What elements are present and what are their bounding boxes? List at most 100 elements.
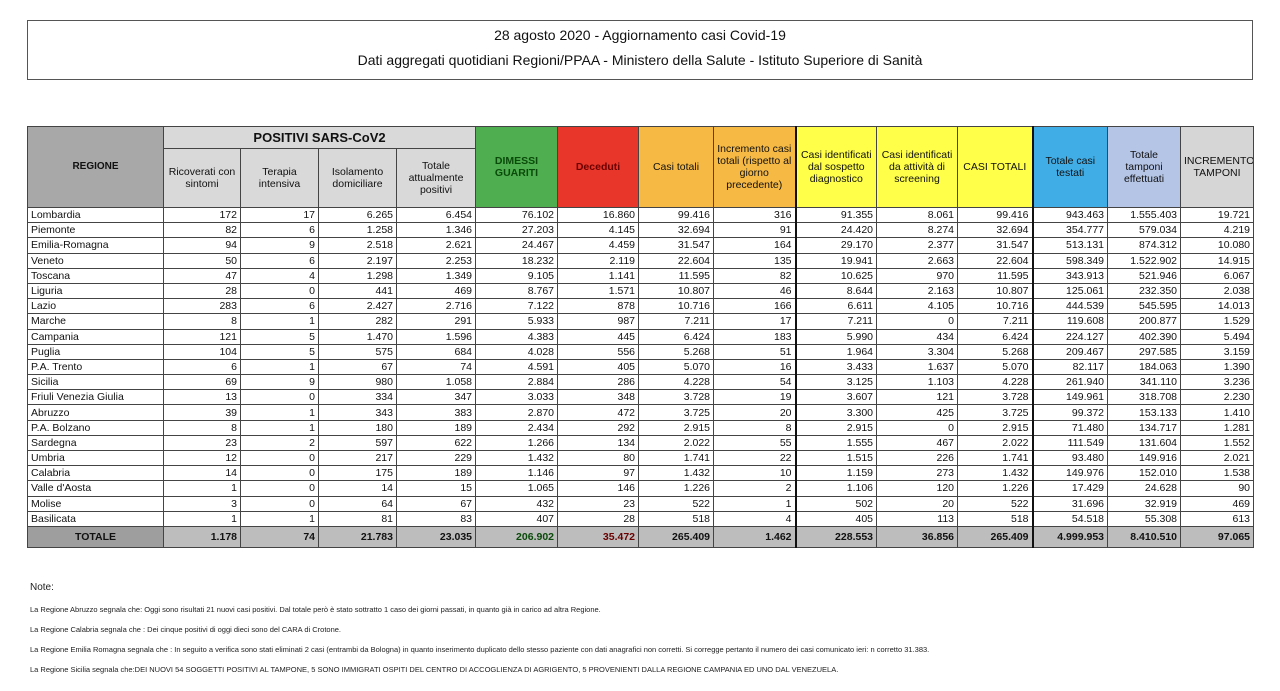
cell-totale-tamponi: 32.919 bbox=[1107, 495, 1182, 512]
cell-incremento-casi-totali: 2 bbox=[713, 480, 797, 497]
cell-casi-totali: 10.807 bbox=[638, 282, 715, 300]
cell-deceduti: 556 bbox=[557, 343, 640, 360]
cell-dimessi-guariti: 18.232 bbox=[475, 252, 559, 269]
cell-casi-totali-2: 7.211 bbox=[957, 313, 1034, 330]
cell-totale-attualmente-positivi: 1.058 bbox=[395, 374, 477, 391]
cell-casi-totali-2: 11.595 bbox=[957, 267, 1034, 284]
table-row: Emilia-Romagna 94 9 2.518 2.621 24.467 4.459 31… bbox=[27, 237, 1255, 254]
cell-ricoverati-con-sintomi: 23 bbox=[163, 434, 241, 452]
cell-regione: Piemonte bbox=[27, 222, 164, 239]
header-incremento-casi-totali: Incremento casi totali (rispetto al gior… bbox=[713, 126, 797, 208]
cell-deceduti: 472 bbox=[557, 404, 640, 421]
cell-isolamento-domiciliare: 334 bbox=[318, 389, 397, 406]
table-row: Basilicata 1 1 81 83 407 28 518 4 405 113 518 54.518… bbox=[27, 510, 1255, 527]
cell-totale-tamponi: 545.595 bbox=[1107, 298, 1182, 315]
table-row: Liguria 28 0 441 469 8.767 1.571 10.807 46 8.644 2… bbox=[27, 282, 1255, 300]
cell-deceduti: 348 bbox=[557, 389, 640, 406]
cell-isolamento-domiciliare: 175 bbox=[318, 465, 397, 482]
cell-casi-sospetto-diagnostico: 502 bbox=[794, 495, 878, 512]
total-terapia-intensiva: 74 bbox=[240, 525, 319, 548]
cell-casi-totali: 4.228 bbox=[638, 374, 715, 391]
table-row: Valle d'Aosta 1 0 14 15 1.065 146 1.226 2 1.106 12… bbox=[27, 480, 1255, 497]
cell-casi-screening: 121 bbox=[876, 389, 959, 406]
table-row: Marche 8 1 282 291 5.933 987 7.211 17 7.211 0 7.211… bbox=[27, 313, 1255, 330]
cell-totale-casi-testati: 261.940 bbox=[1031, 374, 1109, 391]
cell-dimessi-guariti: 76.102 bbox=[475, 206, 559, 224]
total-deceduti: 35.472 bbox=[557, 525, 640, 548]
cell-ricoverati-con-sintomi: 82 bbox=[163, 222, 241, 239]
cell-deceduti: 445 bbox=[557, 328, 640, 345]
cell-casi-screening: 120 bbox=[876, 480, 959, 497]
cell-casi-sospetto-diagnostico: 19.941 bbox=[794, 252, 878, 269]
cell-incremento-casi-totali: 91 bbox=[713, 222, 797, 239]
cell-totale-tamponi: 55.308 bbox=[1107, 510, 1182, 527]
report-title: 28 agosto 2020 - Aggiornamento casi Covi… bbox=[494, 27, 786, 43]
cell-ricoverati-con-sintomi: 104 bbox=[163, 343, 241, 360]
cell-regione: Basilicata bbox=[27, 510, 164, 527]
cell-totale-tamponi: 184.063 bbox=[1107, 358, 1182, 376]
cell-casi-screening: 2.377 bbox=[876, 237, 959, 254]
cell-regione: Molise bbox=[27, 495, 164, 512]
cell-casi-totali-2: 5.070 bbox=[957, 358, 1034, 376]
cell-incremento-casi-totali: 4 bbox=[713, 510, 797, 527]
cell-totale-tamponi: 149.916 bbox=[1107, 449, 1182, 467]
cell-deceduti: 28 bbox=[557, 510, 640, 527]
cell-casi-screening: 226 bbox=[876, 449, 959, 467]
cell-incremento-tamponi: 1.390 bbox=[1180, 358, 1255, 376]
total-casi-totali-2: 265.409 bbox=[957, 525, 1034, 548]
cell-incremento-casi-totali: 20 bbox=[713, 404, 797, 421]
header-incremento-tamponi: INCREMENTO TAMPONI bbox=[1180, 126, 1255, 208]
cell-ricoverati-con-sintomi: 50 bbox=[163, 252, 241, 269]
table-row: Veneto 50 6 2.197 2.253 18.232 2.119 22.604 135 1… bbox=[27, 252, 1255, 269]
cell-totale-tamponi: 402.390 bbox=[1107, 328, 1182, 345]
cell-casi-sospetto-diagnostico: 1.964 bbox=[794, 343, 878, 360]
notes-heading: Note: bbox=[30, 582, 54, 593]
header-regione: REGIONE bbox=[27, 126, 164, 208]
cell-casi-totali: 522 bbox=[638, 495, 715, 512]
table-row: P.A. Bolzano 8 1 180 189 2.434 292 2.915 8 2.915 0… bbox=[27, 419, 1255, 436]
cell-deceduti: 134 bbox=[557, 434, 640, 452]
cell-isolamento-domiciliare: 1.258 bbox=[318, 222, 397, 239]
cell-totale-attualmente-positivi: 1.596 bbox=[395, 328, 477, 345]
cell-casi-sospetto-diagnostico: 91.355 bbox=[794, 206, 878, 224]
total-incremento-tamponi: 97.065 bbox=[1180, 525, 1255, 548]
cell-deceduti: 16.860 bbox=[557, 206, 640, 224]
cell-ricoverati-con-sintomi: 6 bbox=[163, 358, 241, 376]
cell-ricoverati-con-sintomi: 283 bbox=[163, 298, 241, 315]
cell-incremento-casi-totali: 8 bbox=[713, 419, 797, 436]
cell-terapia-intensiva: 1 bbox=[240, 419, 319, 436]
cell-totale-casi-testati: 54.518 bbox=[1031, 510, 1109, 527]
header-terapia-intensiva: Terapia intensiva bbox=[240, 148, 319, 208]
cell-ricoverati-con-sintomi: 47 bbox=[163, 267, 241, 284]
table-row: Calabria 14 0 175 189 1.146 97 1.432 10 1.159 273 1… bbox=[27, 465, 1255, 482]
cell-casi-totali: 1.432 bbox=[638, 465, 715, 482]
cell-dimessi-guariti: 24.467 bbox=[475, 237, 559, 254]
cell-terapia-intensiva: 1 bbox=[240, 358, 319, 376]
cell-casi-totali-2: 99.416 bbox=[957, 206, 1034, 224]
header-totale-casi-testati: Totale casi testati bbox=[1031, 126, 1109, 208]
cell-casi-totali-2: 2.022 bbox=[957, 434, 1034, 452]
cell-incremento-casi-totali: 316 bbox=[713, 206, 797, 224]
cell-isolamento-domiciliare: 2.518 bbox=[318, 237, 397, 254]
cell-regione: Friuli Venezia Giulia bbox=[27, 389, 164, 406]
cell-incremento-casi-totali: 166 bbox=[713, 298, 797, 315]
cell-totale-attualmente-positivi: 622 bbox=[395, 434, 477, 452]
note-item: La Regione Emilia Romagna segnala che : … bbox=[30, 645, 930, 654]
cell-casi-screening: 8.274 bbox=[876, 222, 959, 239]
cell-dimessi-guariti: 2.434 bbox=[475, 419, 559, 436]
cell-casi-sospetto-diagnostico: 1.515 bbox=[794, 449, 878, 467]
cell-regione: Sicilia bbox=[27, 374, 164, 391]
cell-casi-totali: 10.716 bbox=[638, 298, 715, 315]
cell-terapia-intensiva: 9 bbox=[240, 374, 319, 391]
cell-isolamento-domiciliare: 1.470 bbox=[318, 328, 397, 345]
cell-ricoverati-con-sintomi: 3 bbox=[163, 495, 241, 512]
cell-terapia-intensiva: 0 bbox=[240, 480, 319, 497]
cell-casi-totali-2: 31.547 bbox=[957, 237, 1034, 254]
total-regione: TOTALE bbox=[27, 525, 164, 548]
cell-casi-sospetto-diagnostico: 3.433 bbox=[794, 358, 878, 376]
cell-dimessi-guariti: 1.266 bbox=[475, 434, 559, 452]
table-row: Sardegna 23 2 597 622 1.266 134 2.022 55 1.555 467… bbox=[27, 434, 1255, 452]
cell-deceduti: 1.571 bbox=[557, 282, 640, 300]
cell-dimessi-guariti: 407 bbox=[475, 510, 559, 527]
cell-dimessi-guariti: 2.870 bbox=[475, 404, 559, 421]
